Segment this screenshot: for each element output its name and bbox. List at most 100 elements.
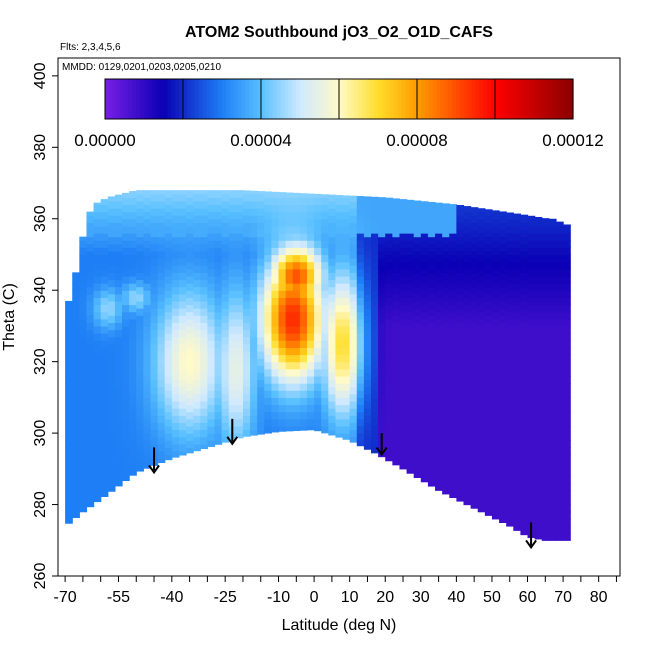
heatmap-cell — [456, 250, 465, 259]
heatmap-cell — [363, 343, 372, 352]
heatmap-cell — [65, 340, 73, 348]
heatmap-cell — [499, 429, 507, 438]
heatmap-cell — [541, 404, 550, 413]
colorbar-segment — [167, 79, 172, 119]
heatmap-cell — [356, 390, 365, 398]
heatmap-cell — [221, 258, 230, 266]
heatmap-cell — [193, 293, 201, 302]
heatmap-cell — [484, 500, 493, 509]
heatmap-cell — [520, 429, 529, 438]
heatmap-cell — [435, 347, 443, 356]
heatmap-cell — [527, 304, 536, 313]
heatmap-cell — [93, 468, 102, 477]
heatmap-cell — [442, 236, 450, 245]
heatmap-cell — [193, 336, 201, 345]
heatmap-cell — [278, 375, 287, 384]
heatmap-cell — [129, 404, 137, 413]
heatmap-cell — [356, 268, 365, 277]
colorbar-segment — [315, 79, 321, 119]
heatmap-cell — [86, 215, 95, 223]
heatmap-cell — [221, 193, 230, 202]
heatmap-cell — [200, 250, 208, 259]
heatmap-cell — [321, 225, 329, 234]
heatmap-cell — [527, 225, 536, 234]
heatmap-cell — [513, 354, 521, 363]
heatmap-cell — [328, 229, 337, 238]
heatmap-cell — [385, 318, 393, 327]
heatmap-cell — [491, 447, 500, 456]
heatmap-cell — [299, 354, 308, 363]
heatmap-cell — [186, 233, 194, 241]
heatmap-cell — [65, 461, 73, 470]
heatmap-cell — [79, 483, 88, 491]
heatmap-cell — [257, 200, 265, 209]
heatmap-cell — [335, 261, 344, 270]
heatmap-cell — [349, 200, 358, 209]
heatmap-cell — [157, 365, 166, 373]
heatmap-cell — [200, 415, 208, 423]
heatmap-cell — [171, 315, 180, 323]
heatmap-cell — [193, 222, 201, 231]
colorbar-segment — [202, 79, 207, 119]
heatmap-cell — [328, 200, 337, 209]
heatmap-cell — [406, 268, 415, 277]
heatmap-cell — [513, 297, 521, 306]
heatmap-cell — [563, 304, 571, 313]
heatmap-cell — [264, 368, 273, 377]
heatmap-cell — [555, 418, 564, 427]
heatmap-cell — [406, 447, 415, 456]
heatmap-cell — [548, 454, 557, 463]
heatmap-cell — [86, 343, 95, 352]
heatmap-cell — [228, 247, 237, 256]
heatmap-cell — [499, 500, 507, 509]
heatmap-cell — [541, 311, 550, 320]
heatmap-cell — [527, 318, 536, 327]
x-tick-label: 0 — [310, 589, 319, 606]
heatmap-cell — [114, 458, 123, 466]
heatmap-cell — [164, 218, 173, 227]
heatmap-cell — [221, 315, 230, 323]
heatmap-cell — [250, 343, 258, 352]
heatmap-cell — [484, 272, 493, 281]
heatmap-cell — [392, 350, 401, 359]
heatmap-cell — [271, 297, 280, 306]
heatmap-cell — [349, 272, 358, 281]
heatmap-cell — [385, 433, 393, 441]
heatmap-cell — [385, 261, 393, 270]
heatmap-cell — [413, 200, 422, 209]
colorbar-segment — [381, 79, 387, 119]
heatmap-cell — [86, 479, 95, 488]
heatmap-cell — [420, 211, 429, 220]
heatmap-cell — [143, 261, 152, 270]
heatmap-cell — [122, 192, 130, 198]
heatmap-cell — [484, 472, 493, 481]
heatmap-cell — [342, 368, 351, 377]
heatmap-cell — [65, 475, 73, 484]
heatmap-cell — [456, 465, 465, 473]
heatmap-cell — [107, 196, 116, 202]
heatmap-cell — [499, 465, 507, 473]
heatmap-cell — [164, 418, 173, 427]
heatmap-cell — [178, 386, 187, 395]
heatmap-cell — [563, 411, 571, 420]
heatmap-cell — [328, 429, 337, 436]
heatmap-cell — [356, 211, 365, 220]
heatmap-cell — [435, 354, 443, 363]
heatmap-cell — [342, 418, 351, 427]
heatmap-cell — [235, 268, 244, 277]
heatmap-cell — [541, 468, 550, 477]
heatmap-cell — [129, 454, 137, 463]
heatmap-cell — [435, 425, 443, 434]
heatmap-cell — [122, 354, 130, 363]
heatmap-cell — [555, 461, 564, 470]
heatmap-cell — [178, 236, 187, 245]
heatmap-cell — [164, 268, 173, 277]
heatmap-cell — [520, 379, 529, 388]
heatmap-cell — [427, 343, 436, 352]
heatmap-cell — [342, 383, 351, 391]
heatmap-cell — [520, 529, 529, 536]
heatmap-cell — [342, 195, 351, 198]
heatmap-cell — [449, 233, 457, 241]
heatmap-cell — [114, 372, 123, 381]
heatmap-cell — [477, 297, 486, 306]
